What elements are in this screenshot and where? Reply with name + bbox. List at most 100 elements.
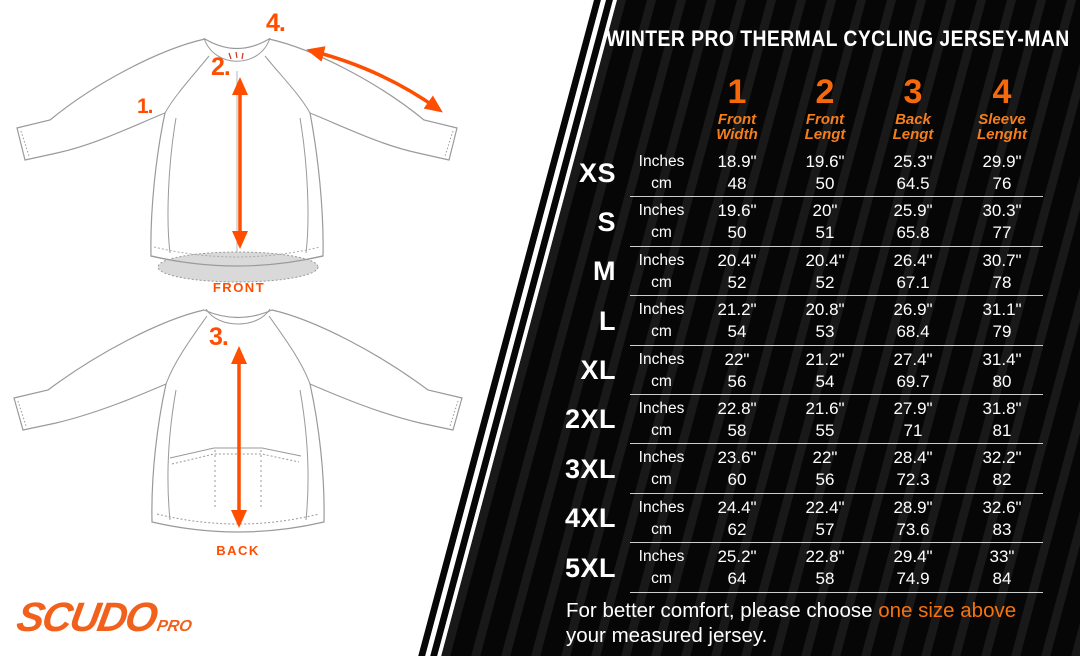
logo-sub-text: PRO: [155, 618, 194, 635]
inches-value: 26.4": [893, 250, 933, 270]
front-hem-line: [150, 255, 324, 267]
cm-value: 82: [992, 470, 1012, 490]
inches-value: 27.9": [893, 398, 933, 418]
cm-value: 76: [992, 174, 1012, 193]
inches-value: 22.8": [717, 398, 757, 418]
measure-marker-1: 1.: [137, 95, 153, 118]
inches-value: 20.4": [805, 250, 845, 270]
inches-value: 30.7": [982, 250, 1022, 270]
cm-value: 69.7: [896, 371, 930, 391]
size-label: XL: [580, 355, 616, 386]
inches-value: 28.9": [893, 497, 933, 517]
sleeve-length-arrow-icon: [306, 46, 443, 113]
cm-value: 74.9: [896, 569, 930, 589]
unit-labels: Inches cm: [638, 251, 685, 291]
table-row: 4XL Inches cm 24.4" 62 22.4" 57 28.9" 73.6 3…: [560, 494, 1047, 544]
size-table: XS Inches cm 18.9" 48 19.6" 50 25.3" 64.5 29…: [560, 148, 1047, 593]
measure-marker-4: 4.: [266, 9, 286, 37]
unit-labels: Inches cm: [638, 449, 685, 489]
back-view-label: BACK: [216, 543, 260, 558]
inches-value: 28.4": [893, 448, 933, 468]
row-divider: [630, 196, 1043, 198]
inches-value: 24.4": [717, 497, 757, 517]
row-divider: [630, 591, 1043, 593]
inches-value: 20.8": [805, 300, 845, 320]
scudo-pro-logo: SCUDOPRO: [13, 594, 197, 640]
inches-value: 22": [724, 349, 750, 369]
cm-value: 64.5: [896, 174, 930, 193]
size-label: 2XL: [564, 404, 616, 435]
cm-value: 71: [903, 420, 923, 440]
measure-marker-2: 2.: [211, 53, 231, 81]
cm-value: 52: [815, 272, 835, 292]
inches-value: 22.4": [805, 497, 845, 517]
cm-value: 80: [992, 371, 1012, 391]
table-row: L Inches cm 21.2" 54 20.8" 53 26.9" 68.4 31.…: [560, 296, 1047, 346]
column-header-sleeve-length: 4 Sleeve Lenght: [977, 73, 1027, 143]
inches-value: 19.6": [805, 152, 845, 171]
measure-marker-3: 3.: [209, 323, 229, 351]
inches-value: 20.4": [717, 250, 757, 270]
back-jersey-illustration: [13, 308, 463, 533]
inches-value: 21.2": [717, 300, 757, 320]
cm-value: 48: [727, 174, 747, 193]
size-label: M: [593, 256, 616, 287]
unit-labels: Inches cm: [638, 548, 685, 588]
inches-value: 25.3": [893, 152, 933, 171]
size-label: 5XL: [564, 552, 616, 583]
cm-value: 55: [815, 420, 835, 440]
column-header-front-width: 1 Front Width: [716, 73, 758, 143]
inches-value: 20": [812, 201, 838, 221]
table-row: 2XL Inches cm 22.8" 58 21.6" 55 27.9" 71 31.…: [560, 395, 1047, 445]
inches-value: 25.2": [717, 547, 757, 567]
inches-value: 31.1": [982, 300, 1022, 320]
size-label: 3XL: [564, 453, 616, 484]
inches-value: 29.9": [982, 152, 1022, 171]
cm-value: 67.1: [896, 272, 930, 292]
inches-value: 32.6": [982, 497, 1022, 517]
row-divider: [630, 245, 1043, 247]
cm-value: 78: [992, 272, 1012, 292]
cm-value: 72.3: [896, 470, 930, 490]
unit-labels: Inches cm: [638, 350, 685, 390]
inches-value: 22": [812, 448, 838, 468]
row-divider: [630, 443, 1043, 445]
inches-value: 25.9": [893, 201, 933, 221]
cm-value: 56: [815, 470, 835, 490]
inches-value: 21.6": [805, 398, 845, 418]
inches-value: 21.2": [805, 349, 845, 369]
inches-value: 19.6": [717, 201, 757, 221]
inches-value: 31.8": [982, 398, 1022, 418]
inches-value: 26.9": [893, 300, 933, 320]
comfort-note-highlight: one size above: [878, 599, 1017, 622]
comfort-note: For better comfort, please choose one si…: [566, 599, 1017, 647]
row-divider: [630, 393, 1043, 395]
table-row: 5XL Inches cm 25.2" 64 22.8" 58 29.4" 74.9 3…: [560, 543, 1047, 593]
inches-value: 29.4": [893, 547, 933, 567]
hem-stitch-line: [153, 246, 321, 258]
table-header: 1 Front Width 2 Front Lengt 3 Back Lengt 4 …: [560, 74, 1047, 142]
cm-value: 84: [992, 569, 1012, 589]
inches-value: 22.8": [805, 547, 845, 567]
row-divider: [630, 542, 1043, 544]
size-label: 4XL: [564, 503, 616, 534]
row-divider: [630, 492, 1043, 494]
table-row: S Inches cm 19.6" 50 20" 51 25.9" 65.8 30.3"…: [560, 197, 1047, 247]
cm-value: 54: [815, 371, 835, 391]
cm-value: 68.4: [896, 322, 930, 342]
table-row: XS Inches cm 18.9" 48 19.6" 50 25.3" 64.5 29…: [560, 148, 1047, 198]
cm-value: 60: [727, 470, 747, 490]
cm-value: 50: [815, 174, 835, 193]
hem-opening-shadow: [157, 251, 319, 283]
cm-value: 83: [992, 519, 1012, 539]
front-view-label: FRONT: [212, 280, 266, 295]
unit-labels: Inches cm: [638, 301, 685, 341]
back-jersey-seams: [17, 308, 459, 521]
inches-value: 33": [989, 547, 1015, 567]
row-divider: [630, 344, 1043, 346]
inches-value: 32.2": [982, 448, 1022, 468]
table-row: XL Inches cm 22" 56 21.2" 54 27.4" 69.7 31.4…: [560, 346, 1047, 395]
collar-label-mark: [228, 51, 244, 60]
inches-value: 31.4": [982, 349, 1022, 369]
front-jersey-illustration: [16, 37, 458, 283]
